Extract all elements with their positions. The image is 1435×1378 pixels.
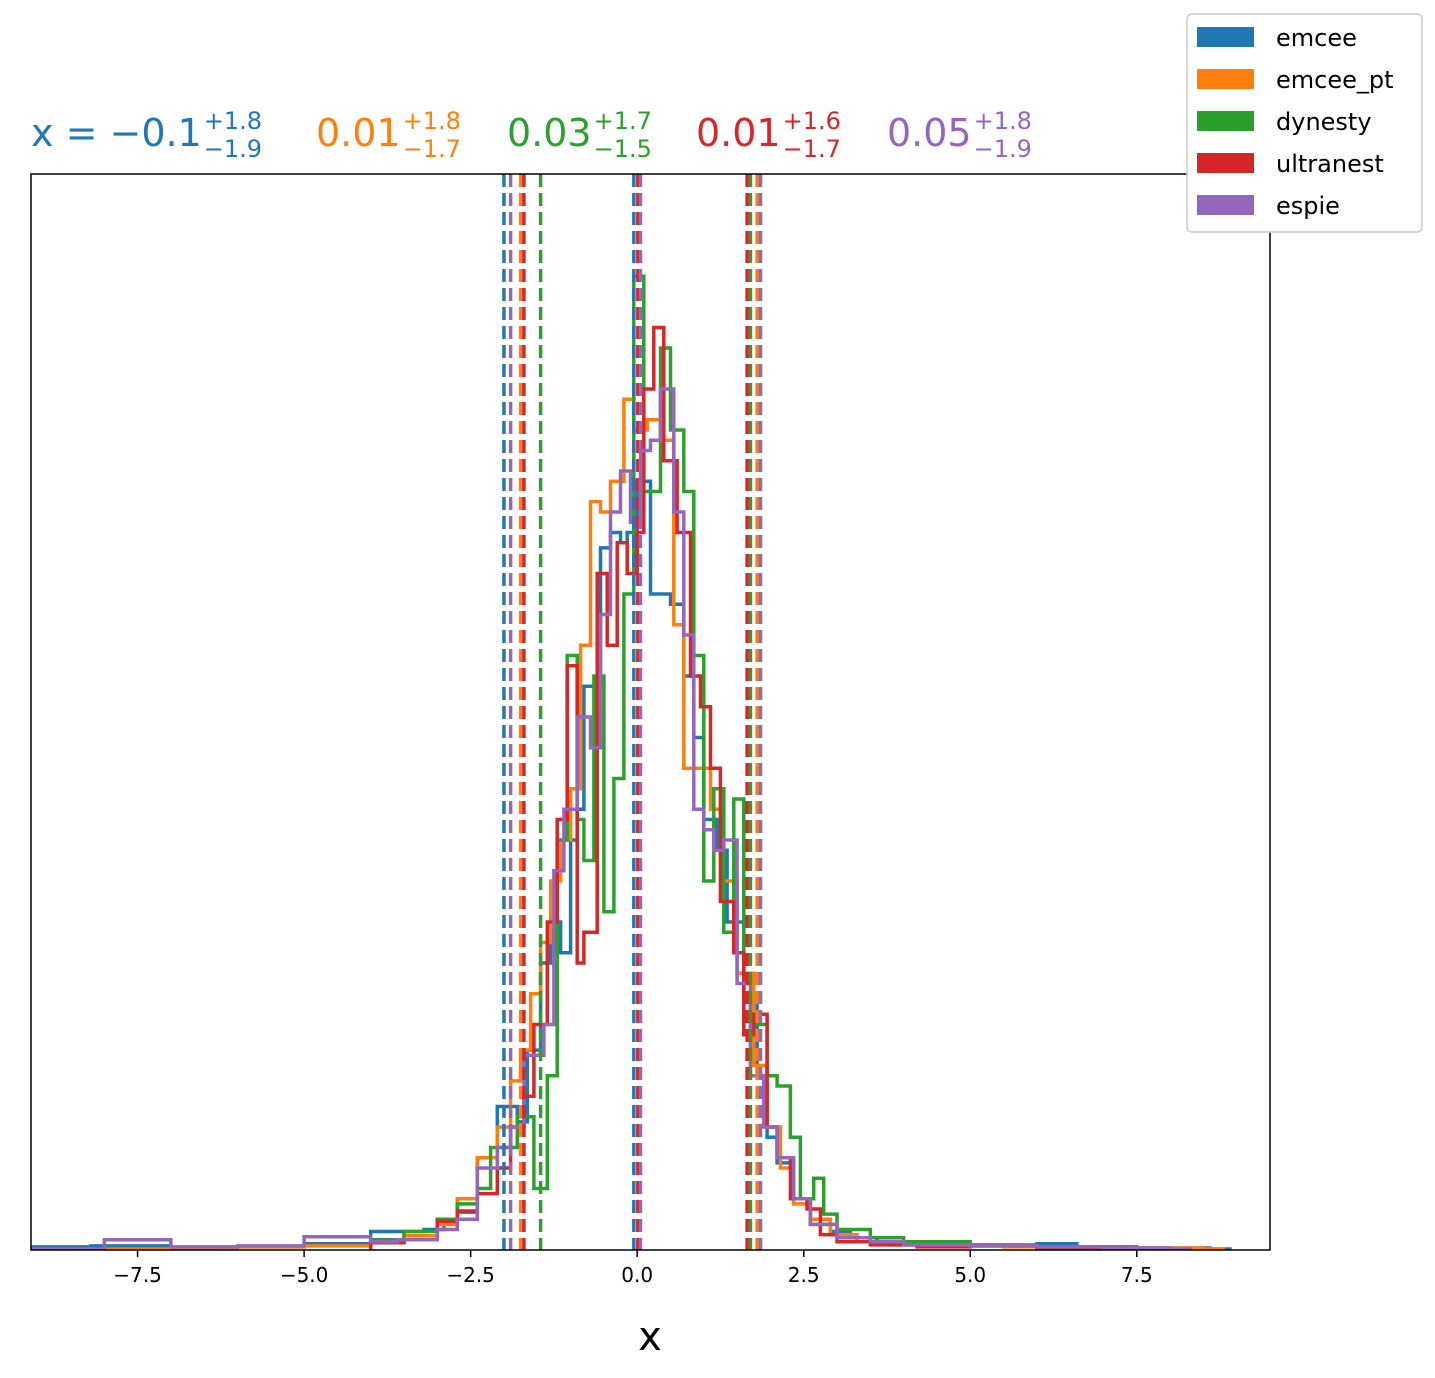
title-summary-espie: 0.05 +1.8−1.9 xyxy=(887,107,1032,163)
chart-title: x = −0.1 +1.8−1.9 0.01 +1.8−1.7 0.03 +1.7−1.5… xyxy=(31,107,1032,163)
title-median: 0.01 xyxy=(316,111,401,155)
legend-label: emcee_pt xyxy=(1276,66,1394,94)
x-tick-label: −2.5 xyxy=(446,1263,495,1287)
title-summary-emcee: x = −0.1 +1.8−1.9 xyxy=(31,107,262,163)
legend-item-dynesty: dynesty xyxy=(1197,108,1372,136)
title-upper-bound: +1.8 xyxy=(403,107,461,135)
title-upper-bound: +1.8 xyxy=(204,107,262,135)
x-tick-label: 0.0 xyxy=(621,1263,653,1287)
quantile-lines xyxy=(502,174,763,1250)
title-lower-bound: −1.9 xyxy=(974,135,1032,163)
x-tick-label: 5.0 xyxy=(954,1263,986,1287)
title-median: 0.01 xyxy=(696,111,781,155)
title-lower-bound: −1.7 xyxy=(783,135,841,163)
title-lower-bound: −1.7 xyxy=(403,135,461,163)
histogram-dynesty xyxy=(368,274,1126,1250)
legend-swatch xyxy=(1197,27,1254,47)
x-tick-label: 7.5 xyxy=(1121,1263,1153,1287)
axes-frame xyxy=(30,173,1271,1251)
legend-label: dynesty xyxy=(1276,108,1372,136)
x-tick-label: −7.5 xyxy=(113,1263,162,1287)
legend-item-emcee-pt: emcee_pt xyxy=(1197,66,1394,94)
axes-background xyxy=(31,174,1270,1250)
legend-label: ultranest xyxy=(1276,150,1384,178)
legend-swatch xyxy=(1197,69,1254,89)
title-median: 0.05 xyxy=(887,111,972,155)
legend-swatch xyxy=(1197,111,1254,131)
x-axis-label: x xyxy=(638,1314,662,1360)
title-lower-bound: −1.5 xyxy=(594,135,652,163)
legend-label: emcee xyxy=(1276,24,1357,52)
legend-label: espie xyxy=(1276,192,1340,220)
title-median: 0.03 xyxy=(507,111,592,155)
legend-item-emcee: emcee xyxy=(1197,24,1357,52)
x-tick-label: 2.5 xyxy=(788,1263,820,1287)
title-upper-bound: +1.8 xyxy=(974,107,1032,135)
title-median: x = −0.1 xyxy=(31,111,202,155)
title-summary-emcee-pt: 0.01 +1.8−1.7 xyxy=(316,107,461,163)
legend-frame xyxy=(1186,13,1423,233)
legend-swatch xyxy=(1197,153,1254,173)
x-tick-label: −5.0 xyxy=(280,1263,329,1287)
title-upper-bound: +1.6 xyxy=(783,107,841,135)
legend-item-espie: espie xyxy=(1197,192,1340,220)
title-upper-bound: +1.7 xyxy=(594,107,652,135)
title-lower-bound: −1.9 xyxy=(204,135,262,163)
legend-item-ultranest: ultranest xyxy=(1197,150,1384,178)
x-axis-ticks: −7.5 −5.0 −2.5 0.0 2.5 5.0 7.5 xyxy=(113,1250,1153,1287)
title-summary-ultranest: 0.01 +1.6−1.7 xyxy=(696,107,841,163)
title-summary-dynesty: 0.03 +1.7−1.5 xyxy=(507,107,652,163)
plot-area xyxy=(30,173,1271,1251)
legend-swatch xyxy=(1197,195,1254,215)
